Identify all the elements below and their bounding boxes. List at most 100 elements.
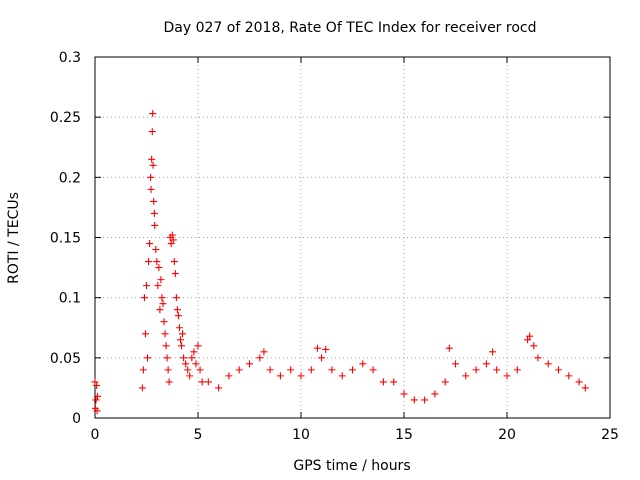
data-point — [148, 128, 156, 136]
y-tick-label: 0.15 — [50, 231, 81, 247]
data-point — [489, 348, 497, 356]
y-tick-label: 0.2 — [59, 170, 81, 186]
data-point — [198, 378, 206, 386]
data-point — [171, 270, 179, 278]
data-point — [144, 354, 152, 362]
data-point — [154, 282, 162, 290]
y-tick-label: 0.05 — [50, 351, 81, 367]
data-point — [462, 372, 470, 380]
data-point — [390, 378, 398, 386]
data-point — [328, 366, 336, 374]
data-point — [147, 173, 155, 181]
data-point — [172, 294, 180, 302]
x-axis-label: GPS time / hours — [293, 458, 410, 474]
data-points — [91, 110, 589, 415]
y-tick-label: 0.25 — [50, 110, 81, 126]
data-point — [359, 360, 367, 368]
data-point — [155, 264, 163, 272]
data-point — [544, 360, 552, 368]
data-point — [369, 366, 377, 374]
data-point — [175, 324, 183, 332]
data-point — [159, 300, 167, 308]
data-point — [173, 306, 181, 314]
y-tick-label: 0 — [72, 411, 81, 427]
data-point — [235, 366, 243, 374]
data-point — [169, 236, 177, 244]
data-point — [493, 366, 501, 374]
data-point — [530, 342, 538, 350]
y-axis-label: ROTI / TECUs — [6, 192, 22, 284]
data-point — [156, 306, 164, 314]
data-point — [93, 392, 101, 400]
data-point — [513, 366, 521, 374]
data-point — [445, 344, 453, 352]
data-point — [149, 110, 157, 118]
data-point — [164, 366, 172, 374]
data-point — [472, 366, 480, 374]
data-point — [307, 366, 315, 374]
data-point — [441, 378, 449, 386]
data-point — [147, 185, 155, 193]
data-point — [178, 342, 186, 350]
data-point — [145, 258, 153, 266]
data-point — [410, 396, 418, 404]
data-point — [555, 366, 562, 374]
data-point — [349, 366, 356, 374]
data-point — [176, 336, 184, 344]
data-point — [153, 258, 161, 266]
data-point — [581, 384, 589, 392]
data-point — [167, 240, 175, 248]
data-point — [575, 378, 583, 386]
data-point — [287, 366, 295, 374]
data-point — [157, 276, 165, 284]
data-point — [503, 372, 511, 380]
plot-frame — [94, 56, 611, 419]
data-point — [297, 372, 305, 380]
data-point — [162, 342, 170, 350]
data-point — [161, 330, 169, 338]
data-point — [184, 366, 192, 374]
data-point — [186, 372, 194, 380]
data-point — [180, 354, 188, 362]
data-point — [338, 372, 346, 380]
data-point — [313, 344, 321, 352]
data-point — [192, 360, 200, 368]
data-point — [256, 354, 264, 362]
x-tick-label: 10 — [292, 427, 310, 443]
x-tick-label: 20 — [498, 427, 516, 443]
data-point — [482, 360, 490, 368]
data-point — [318, 354, 326, 362]
data-point — [163, 354, 171, 362]
data-point — [526, 332, 534, 340]
data-point — [421, 396, 429, 404]
data-point — [170, 258, 178, 266]
data-point — [322, 345, 330, 353]
x-tick-label: 15 — [395, 427, 413, 443]
data-point — [534, 354, 542, 362]
data-point — [140, 294, 148, 302]
data-point — [139, 366, 147, 374]
data-point — [188, 354, 196, 362]
data-point — [565, 372, 573, 380]
data-point — [143, 282, 150, 290]
y-tick-label: 0.1 — [59, 291, 81, 307]
chart-title: Day 027 of 2018, Rate Of TEC Index for r… — [164, 20, 537, 36]
data-point — [141, 330, 149, 338]
data-point — [225, 372, 233, 380]
data-point — [150, 197, 158, 205]
x-tick-label: 25 — [601, 427, 619, 443]
data-point — [190, 348, 198, 356]
data-point — [194, 342, 202, 350]
data-point — [179, 330, 187, 338]
data-point — [158, 294, 166, 302]
data-point — [260, 348, 268, 356]
data-point — [524, 336, 532, 344]
data-point — [204, 378, 212, 386]
data-point — [151, 221, 159, 229]
data-point — [182, 360, 190, 368]
data-point — [276, 372, 284, 380]
data-point — [246, 360, 253, 368]
data-point — [452, 360, 459, 368]
data-point — [91, 378, 99, 386]
